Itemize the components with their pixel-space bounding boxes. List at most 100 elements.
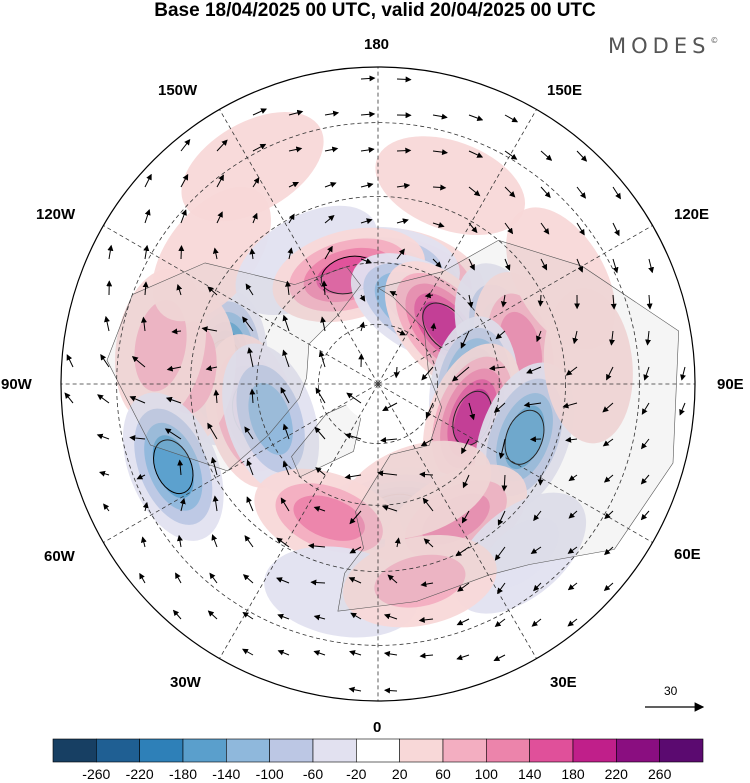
wind-arrow [396, 182, 411, 189]
wind-arrow [310, 579, 326, 586]
wind-arrow [540, 150, 553, 161]
wind-arrow [610, 294, 617, 310]
wind-arrow [246, 496, 254, 512]
lon-label-90e: 90E [717, 376, 744, 393]
wind-arrow [348, 686, 362, 693]
wind-arrow [207, 286, 218, 296]
wind-arrow [166, 365, 182, 372]
wind-arrow [139, 572, 146, 584]
wind-arrow [96, 433, 110, 440]
latitude-circle [317, 323, 439, 445]
wind-arrow [97, 394, 110, 404]
wind-arrow [536, 330, 542, 343]
wind-arrow [318, 350, 326, 368]
colorbar-tick-label: -220 [126, 766, 154, 782]
wind-arrow [285, 280, 291, 296]
wind-arrow [497, 582, 506, 595]
land-outline [106, 262, 361, 472]
wind-arrow [425, 402, 434, 419]
wind-arrow [432, 258, 442, 268]
wind-arrow [380, 437, 398, 444]
wind-arrow [461, 510, 470, 524]
wind-arrow [460, 330, 470, 349]
lon-label-120w: 120W [36, 206, 76, 223]
wind-arrow [646, 294, 653, 310]
anomaly-cell [343, 534, 497, 628]
wind-arrow [504, 150, 518, 160]
wind-arrow [142, 501, 149, 512]
colorbar-swatch [659, 738, 704, 763]
wind-arrow [572, 330, 579, 345]
wind-arrow [461, 438, 470, 455]
wind-arrow [216, 211, 223, 224]
wind-arrow [540, 186, 551, 198]
wind-arrow [180, 173, 189, 188]
wind-arrow [212, 495, 219, 512]
wind-arrow [455, 546, 470, 557]
map-title: Base 18/04/2025 00 UTC, valid 20/04/2025… [154, 0, 596, 21]
wind-arrow [451, 366, 470, 382]
wind-arrow [640, 510, 650, 521]
wind-arrow [287, 247, 294, 260]
wind-arrow [178, 245, 185, 260]
wind-arrow [396, 218, 409, 225]
meridian-line [219, 109, 379, 384]
wind-arrow [244, 535, 254, 548]
wind-arrow [609, 330, 615, 346]
wind-arrow [207, 422, 218, 440]
wind-arrow [314, 426, 326, 440]
lon-label-30e: 30E [550, 674, 577, 691]
wind-arrow [216, 139, 228, 152]
wind-arrow [324, 146, 339, 153]
wind-arrow [468, 150, 484, 158]
reference-vector-label: 30 [664, 684, 678, 698]
logo-mark: © [710, 36, 719, 45]
wind-arrow [493, 654, 506, 661]
colorbar-swatch [442, 738, 487, 763]
wind-arrow [282, 460, 290, 476]
wind-arrow [384, 687, 398, 694]
colorbar-swatch [52, 738, 97, 763]
wind-arrow [144, 209, 151, 224]
wind-arrow [288, 109, 304, 116]
wind-arrow [603, 474, 614, 483]
wind-arrow [430, 322, 437, 332]
wind-arrow [537, 474, 544, 486]
wind-arrow [418, 616, 434, 623]
wind-arrow [164, 428, 182, 440]
wind-arrow [205, 365, 218, 372]
meridian-line [103, 225, 378, 385]
wind-arrow [576, 222, 585, 236]
meridian-line [378, 225, 653, 385]
wind-arrow [315, 387, 326, 404]
colorbar-tick-label: 180 [561, 766, 585, 782]
wind-arrow [504, 114, 519, 123]
wind-arrow [420, 581, 434, 588]
wind-arrow [498, 438, 506, 459]
wind-arrow [171, 328, 182, 335]
wind-arrow [394, 537, 401, 548]
wind-arrow [382, 505, 398, 512]
wind-arrow [103, 503, 110, 512]
colorbar-tick-label: 100 [475, 766, 499, 782]
wind-arrow [468, 186, 481, 197]
wind-arrow [494, 618, 506, 628]
wind-arrow [344, 433, 362, 440]
colorbar-tick-label: 140 [518, 766, 542, 782]
colorbar-tick-label: -60 [303, 766, 323, 782]
wind-arrow [606, 366, 614, 381]
wind-arrow [288, 181, 299, 188]
wind-arrow [501, 474, 508, 492]
logo-text: MODES [608, 34, 711, 58]
wind-arrow [359, 321, 365, 332]
wind-arrow [612, 186, 621, 200]
wind-arrow [346, 392, 362, 404]
lon-label-90w: 90W [1, 376, 32, 393]
colorbar-tick-label: 20 [392, 766, 408, 782]
colorbar-swatch [226, 738, 270, 763]
wind-arrow [523, 401, 542, 408]
wind-arrow [349, 650, 362, 656]
wind-arrow [504, 258, 511, 271]
wind-arrow [179, 497, 186, 512]
wind-arrow [643, 366, 650, 381]
